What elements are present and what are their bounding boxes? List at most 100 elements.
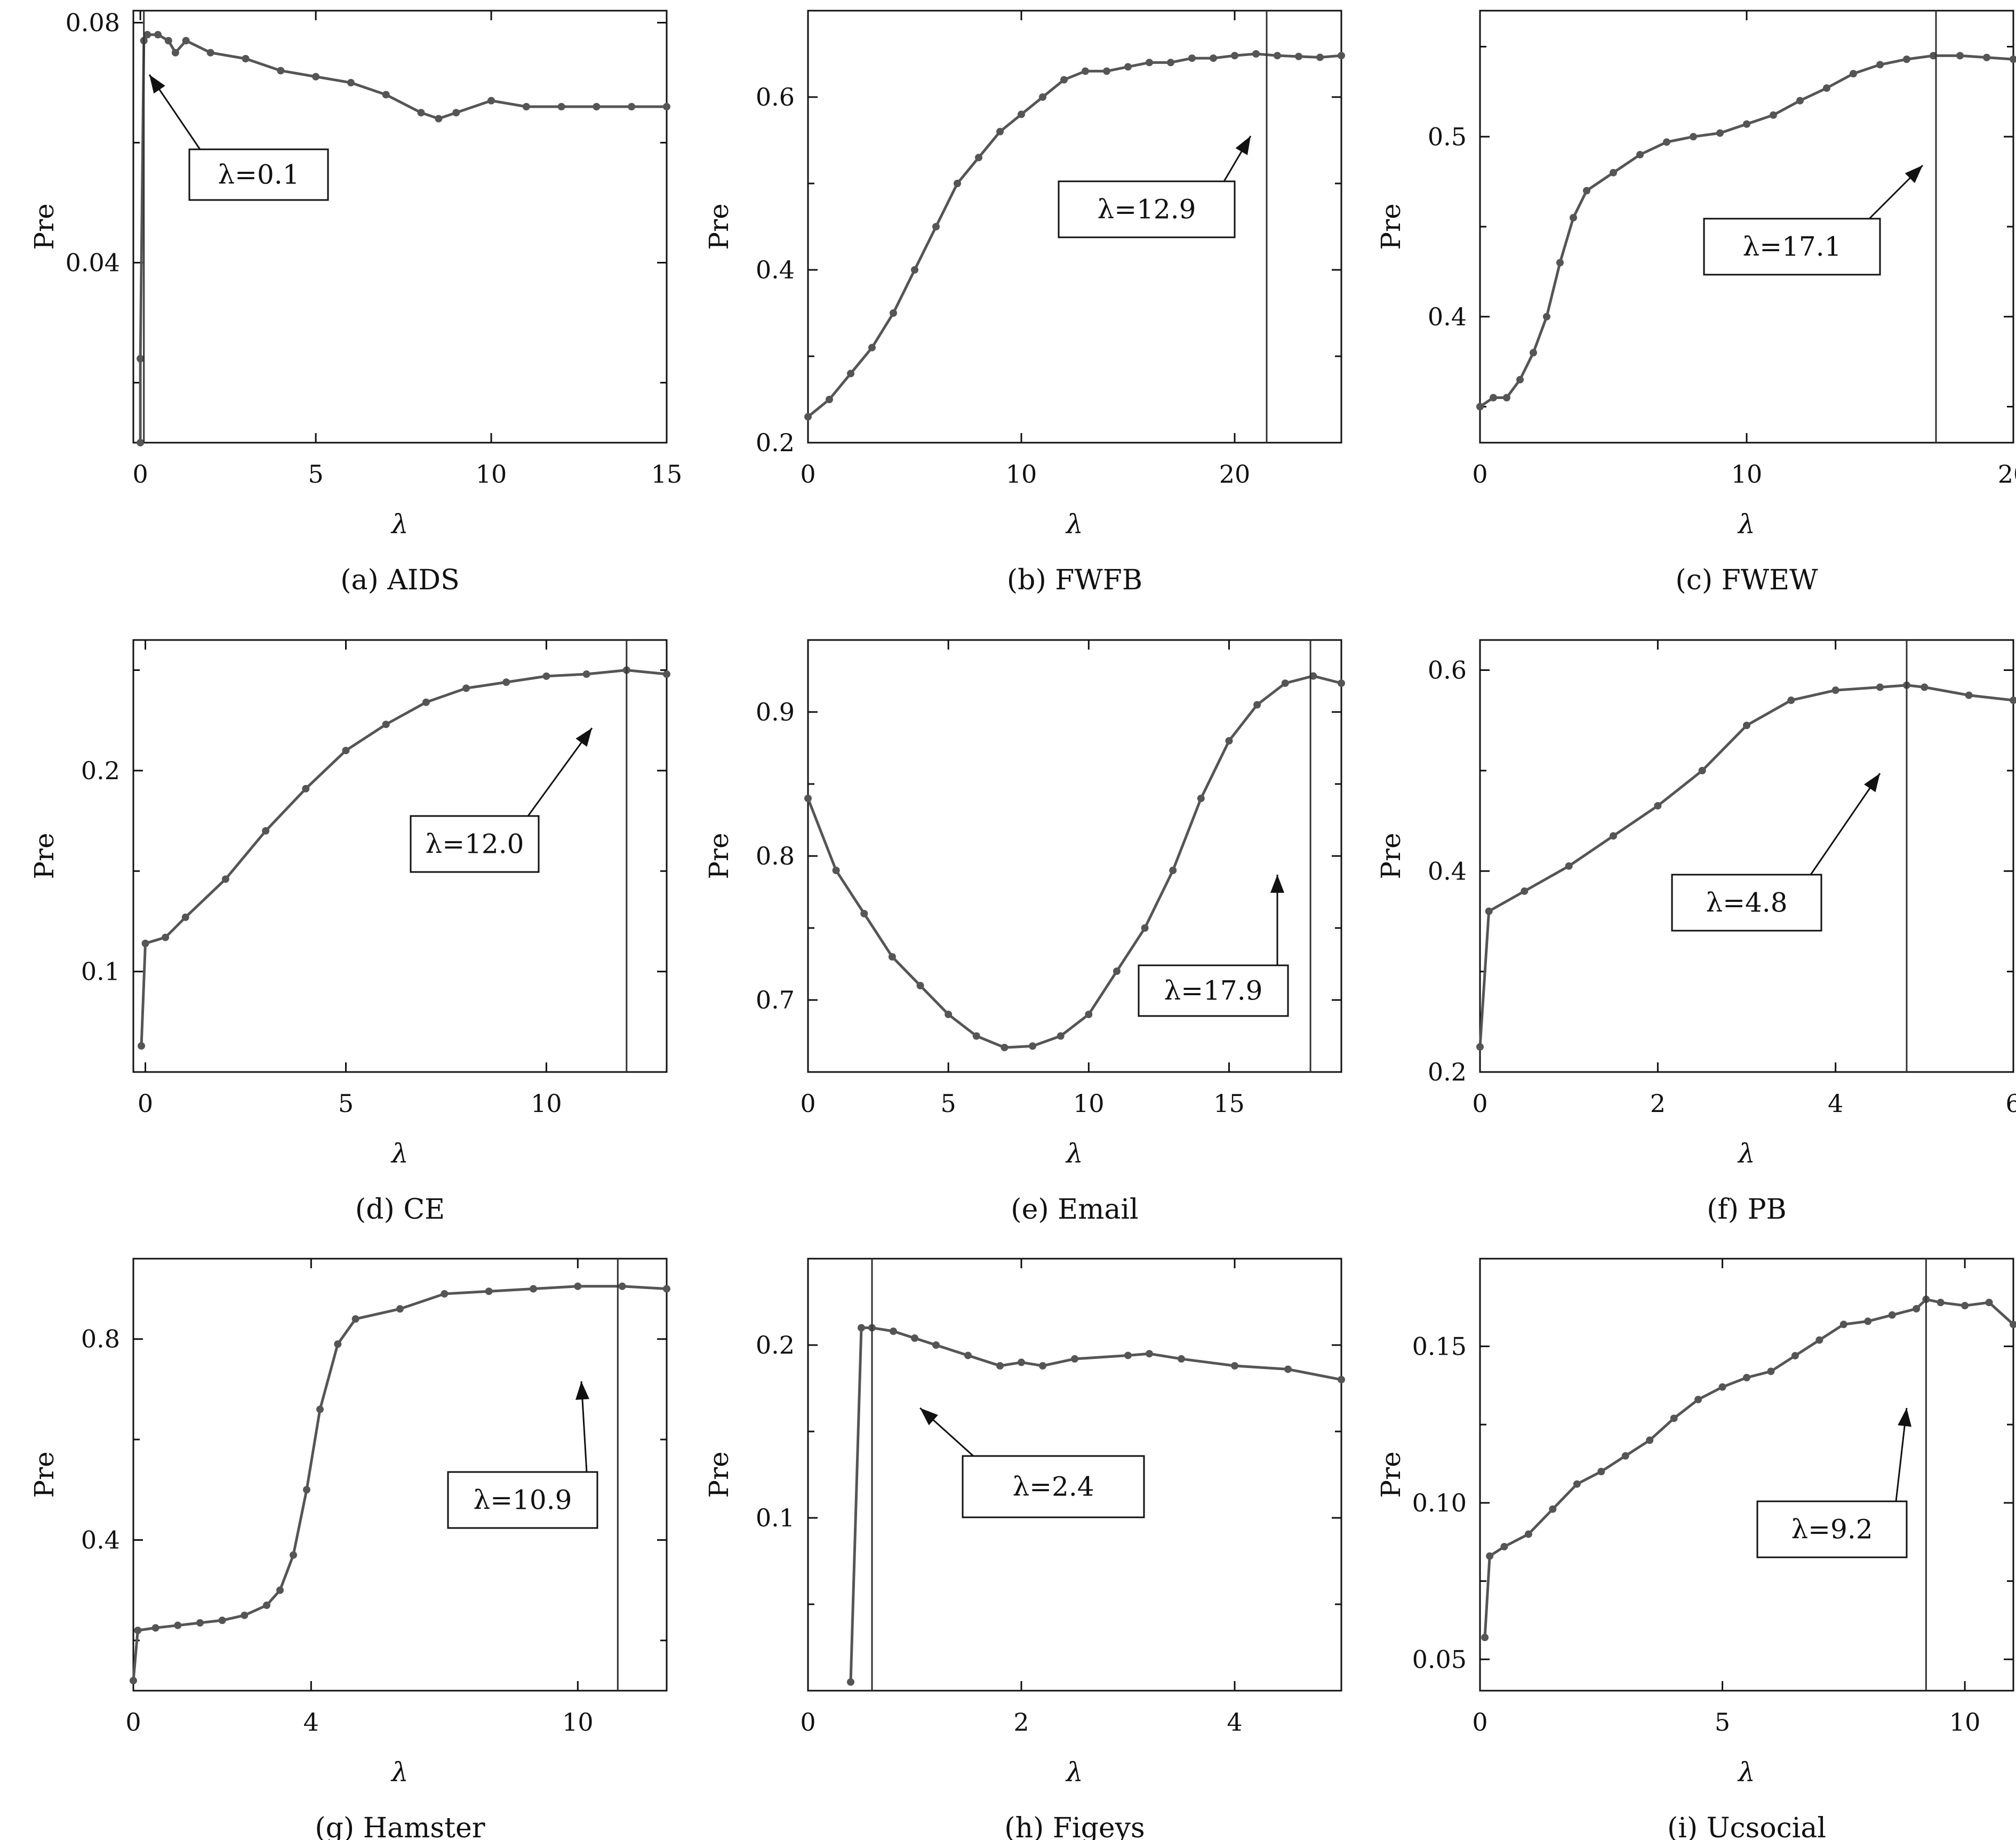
- annotation-arrow-head: [1235, 136, 1251, 155]
- x-tick-label: 0: [800, 1708, 815, 1737]
- annotation-box: [1756, 1500, 1908, 1558]
- data-point: [593, 103, 601, 110]
- x-tick-label: 10: [1006, 460, 1037, 489]
- y-tick-label: 0.2: [81, 756, 120, 785]
- x-tick-label: 0: [1472, 1708, 1487, 1737]
- data-point: [1636, 151, 1644, 158]
- x-tick-label: 15: [1213, 1089, 1245, 1118]
- data-point: [932, 223, 940, 230]
- chart-panel-g: 0 4 10 0.4 0.8 λ Pre (g) Hamster λ=10.9: [29, 1258, 670, 1840]
- data-point: [1965, 691, 1973, 699]
- data-point: [277, 67, 285, 75]
- data-point: [164, 37, 172, 45]
- chart-panel-f: 0 2 4 6 0.2 0.4 0.6 λ Pre (f) PB λ=4.8: [1375, 639, 2016, 1226]
- annotation-label: λ=10.9: [474, 1485, 572, 1516]
- data-point: [1876, 683, 1884, 691]
- data-point: [1481, 1634, 1489, 1642]
- y-tick-label: 0.6: [1428, 656, 1467, 685]
- data-point: [868, 343, 876, 351]
- annotation-arrow-head: [575, 728, 592, 747]
- data-point: [847, 1678, 854, 1686]
- data-point: [1039, 93, 1046, 101]
- y-tick-label: 0.08: [66, 9, 120, 37]
- panel-caption: (e) Email: [1011, 1194, 1138, 1226]
- data-point: [1937, 1299, 1945, 1307]
- y-axis-label: Pre: [29, 203, 60, 250]
- y-axis-label: Pre: [29, 833, 60, 879]
- y-axis-label: Pre: [1375, 203, 1406, 250]
- x-tick-label: 5: [338, 1089, 354, 1118]
- data-point: [1831, 686, 1839, 694]
- data-point: [1646, 1436, 1654, 1444]
- data-point: [1694, 1396, 1702, 1404]
- data-point: [2010, 55, 2016, 63]
- data-point: [1316, 53, 1324, 61]
- y-axis-label: Pre: [29, 1451, 60, 1498]
- y-tick-label: 0.1: [81, 957, 120, 986]
- data-point: [1716, 129, 1724, 137]
- panel-caption: (b) FWFB: [1007, 564, 1142, 596]
- data-point: [174, 1621, 182, 1629]
- panel-caption: (d) CE: [355, 1194, 445, 1226]
- y-tick-label: 0.8: [756, 842, 795, 870]
- data-point: [502, 678, 510, 686]
- data-point: [972, 1032, 980, 1040]
- plot-frame: [1479, 1258, 2014, 1692]
- data-point: [382, 721, 390, 729]
- annotation-box: [1138, 964, 1289, 1017]
- data-point: [312, 73, 320, 81]
- annotation-box: [962, 1455, 1145, 1518]
- data-point: [1231, 1362, 1238, 1370]
- x-tick-label: 0: [125, 1708, 141, 1737]
- x-tick-label: 2: [1650, 1089, 1666, 1118]
- y-tick-label: 0.9: [756, 698, 795, 726]
- panel-caption: (c) FWEW: [1675, 564, 1818, 596]
- data-point: [1698, 766, 1706, 774]
- annotation-arrow-shaft: [1810, 773, 1881, 875]
- data-point: [1486, 1552, 1494, 1560]
- annotation-arrow-shaft: [527, 727, 593, 817]
- x-tick-label: 4: [1227, 1708, 1242, 1737]
- data-point: [1610, 169, 1617, 177]
- data-point: [196, 1619, 204, 1627]
- y-tick-label: 0.8: [81, 1325, 120, 1354]
- y-tick-label: 0.10: [1412, 1489, 1467, 1517]
- data-point: [1583, 187, 1590, 195]
- data-point: [1876, 61, 1884, 69]
- chart-panel-c: 0 10 20 0.4 0.5 λ Pre (c) FWEW λ=17.1: [1375, 10, 2016, 596]
- data-point: [826, 396, 833, 403]
- data-point: [1670, 1414, 1678, 1422]
- y-tick-label: 0.4: [81, 1525, 120, 1554]
- y-axis-label: Pre: [703, 833, 734, 879]
- y-tick-label: 0.05: [1412, 1645, 1467, 1674]
- data-point: [1549, 1505, 1557, 1513]
- annotation-label: λ=9.2: [1791, 1514, 1873, 1545]
- data-point: [1252, 50, 1260, 58]
- data-point: [890, 1327, 897, 1335]
- x-tick-label: 5: [1715, 1708, 1730, 1737]
- data-point: [1113, 967, 1121, 975]
- y-tick-label: 0.1: [756, 1503, 795, 1532]
- data-point: [663, 1285, 670, 1293]
- data-point: [422, 698, 430, 706]
- data-point: [141, 939, 149, 947]
- data-point: [1556, 259, 1564, 267]
- data-point: [441, 1290, 449, 1298]
- data-point: [290, 1551, 297, 1559]
- data-point: [1597, 1468, 1605, 1476]
- annotation-label: λ=17.1: [1743, 231, 1842, 262]
- data-point: [1521, 887, 1529, 895]
- data-point: [1718, 1383, 1726, 1391]
- data-point: [618, 1282, 626, 1290]
- data-point: [1787, 697, 1795, 705]
- annotation-label: λ=2.4: [1012, 1471, 1094, 1502]
- data-point: [171, 49, 179, 57]
- data-point: [1490, 394, 1497, 402]
- plot-frame: [807, 1258, 1342, 1692]
- annotation-box: [1703, 218, 1881, 276]
- data-point: [435, 115, 443, 123]
- annotation-box: [447, 1471, 598, 1529]
- x-tick-label: 5: [308, 460, 323, 489]
- data-point: [1225, 737, 1233, 745]
- y-tick-label: 0.2: [756, 428, 795, 457]
